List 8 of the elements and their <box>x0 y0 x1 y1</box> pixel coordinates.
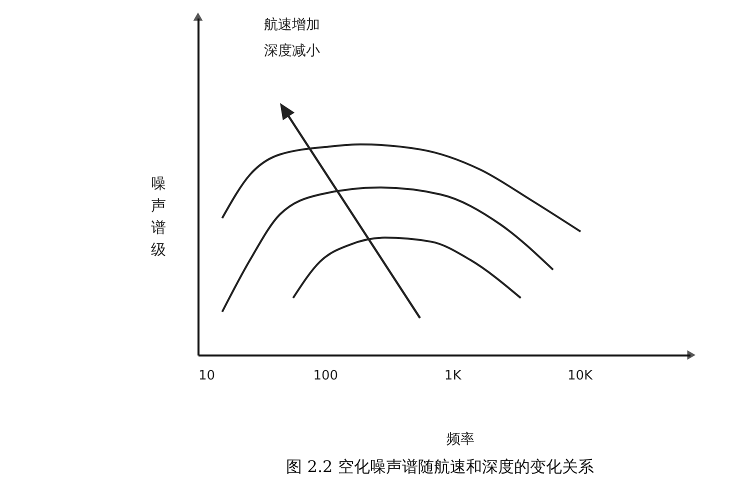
caption: 图 2.2 空化噪声谱随航速和深度的变化关系 <box>286 457 594 476</box>
x-tick-label: 10K <box>567 368 593 384</box>
y-axis-title: 噪声谱级 <box>151 174 166 258</box>
text: 航速增加深度减小 <box>264 17 320 59</box>
x-tick-label: 10 <box>198 368 216 384</box>
x-tick-label: 100 <box>313 368 338 384</box>
x-axis-title: 频率 <box>446 432 474 448</box>
x-tick-label: 1K <box>444 368 462 384</box>
